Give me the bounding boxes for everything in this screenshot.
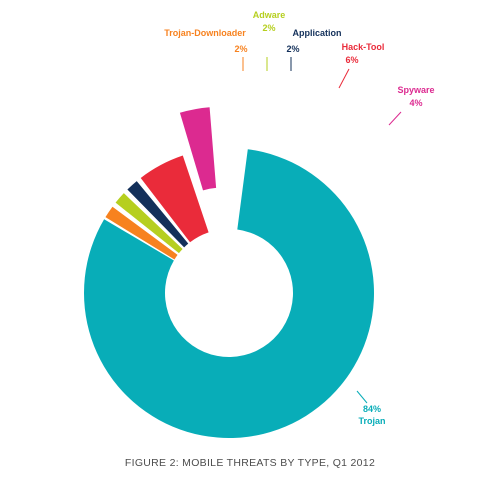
slice-application	[127, 181, 189, 248]
donut-slices	[83, 107, 375, 439]
value-label-hack-tool: 6%	[345, 55, 358, 65]
label-hack-tool: Hack-Tool	[342, 42, 385, 52]
slice-trojan	[83, 149, 375, 439]
label-application: Application	[293, 28, 342, 38]
value-label-trojan: 84%	[363, 404, 381, 414]
leader-lines	[242, 57, 402, 404]
leader-line-trojan	[356, 390, 368, 404]
slice-adware	[115, 193, 183, 254]
label-spyware: Spyware	[397, 85, 434, 95]
label-trojan-downloader: Trojan-Downloader	[164, 28, 246, 38]
slice-hack-tool	[140, 155, 209, 243]
slice-labels: Trojan 84% Trojan-Downloader 2% Adware 2% Appl…	[164, 10, 434, 426]
figure-caption: FIGURE 2: MOBILE THREATS BY TYPE, Q1 201…	[125, 457, 375, 469]
slice-trojan-downloader	[105, 206, 178, 260]
value-label-application: 2%	[286, 44, 299, 54]
value-label-trojan-downloader: 2%	[234, 44, 247, 54]
value-label-adware: 2%	[262, 23, 275, 33]
leader-line-hack-tool	[338, 68, 350, 89]
label-adware: Adware	[253, 10, 286, 20]
leader-line-spyware	[388, 111, 402, 126]
label-trojan: Trojan	[358, 416, 385, 426]
value-label-spyware: 4%	[409, 98, 422, 108]
slice-spyware	[179, 107, 217, 191]
